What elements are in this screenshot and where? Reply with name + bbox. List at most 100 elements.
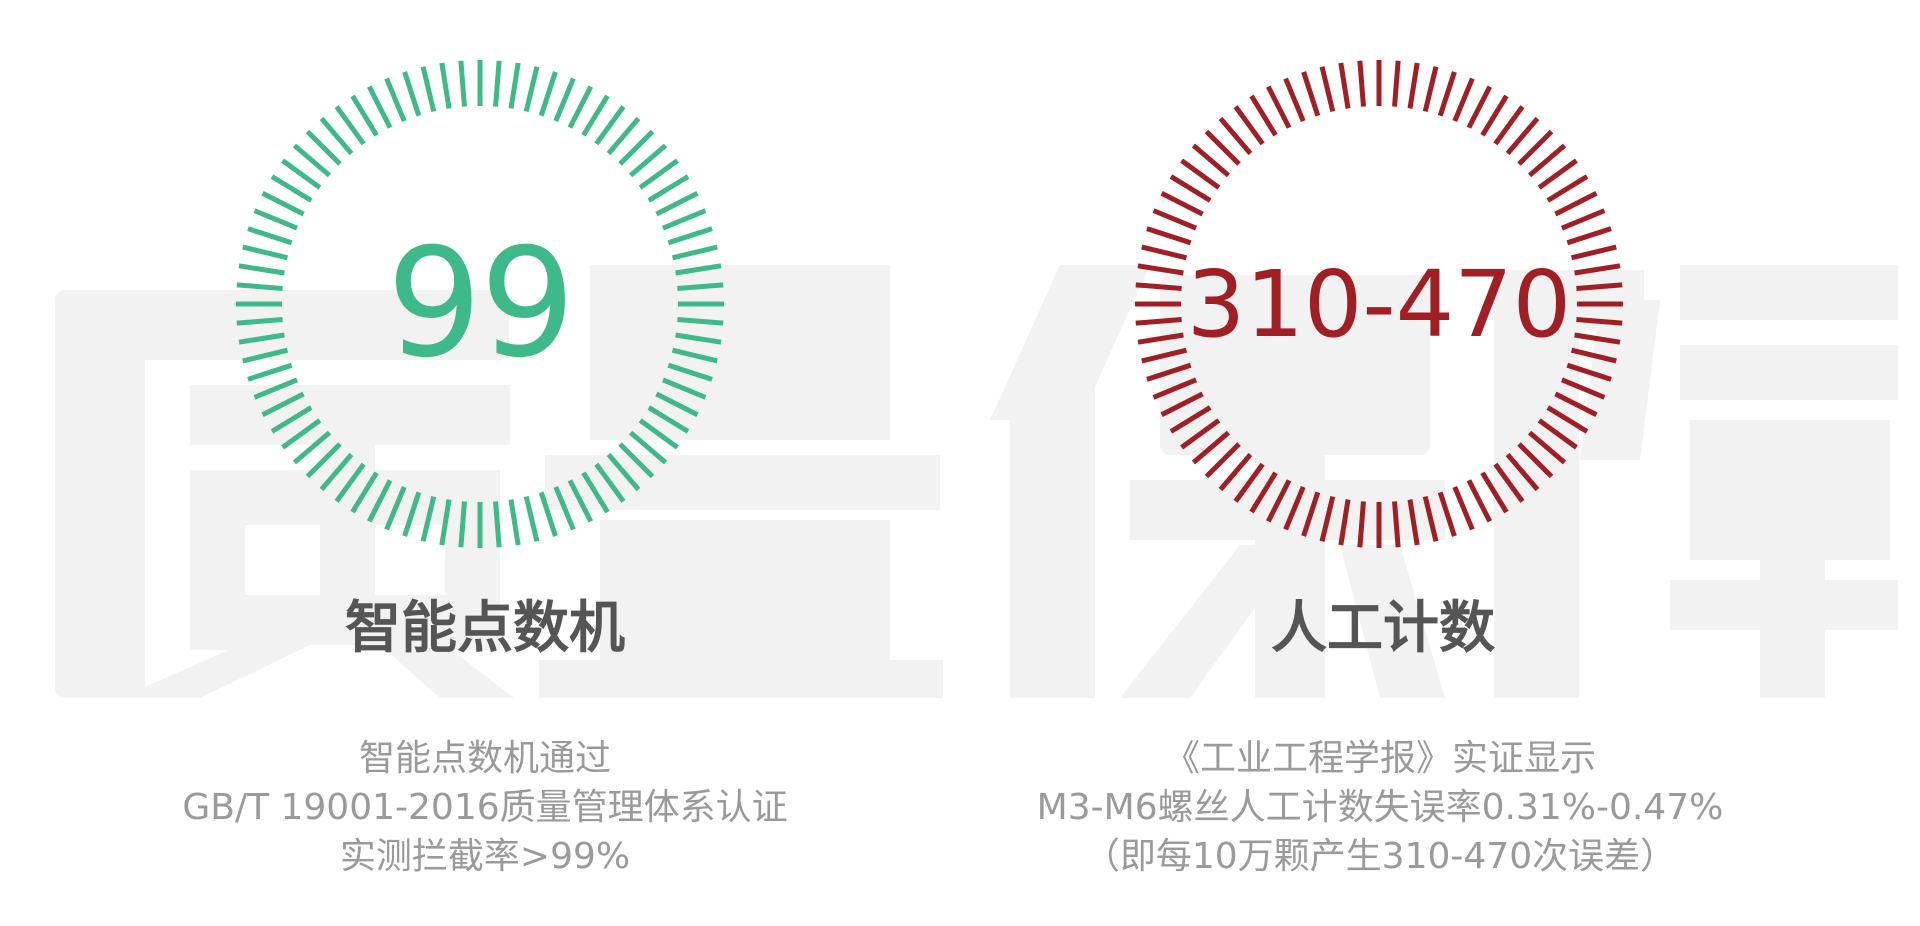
ring-tick [1466,479,1493,523]
ring-tick [1574,332,1621,345]
ring-tick [671,347,718,364]
ring-tick [366,85,393,129]
ring-tick [1160,190,1204,217]
ring-tick [238,332,285,345]
ring-tick [420,495,437,542]
ring-tick [661,208,707,231]
ring-tick [1437,491,1457,537]
ring-tick [523,495,540,542]
ring-tick [305,442,342,479]
watermark-glyph-3 [990,265,1445,698]
ring-tick [238,263,285,276]
ring-tick [1554,391,1598,418]
ring-tick [538,71,558,117]
ring-tick [1407,62,1420,109]
ring-tick [305,129,342,166]
ring-tick [1249,94,1278,137]
ring-tick [458,501,467,548]
ring-tick [1218,116,1253,156]
ring-tick [638,418,679,450]
ring-tick [1301,71,1321,117]
ring-tick [1319,66,1336,113]
ring-tick [281,158,322,190]
ring-tick [439,62,452,109]
ring-tick [420,66,437,113]
ring-tick [1283,77,1306,123]
ring-tick [1338,499,1351,546]
description-line: 实测拦截率>99% [339,836,631,877]
ring-tick [1566,362,1612,382]
ring-tick [319,116,354,156]
ring-tick [1537,158,1578,190]
ring-tick [1233,462,1265,503]
ring-tick [638,158,679,190]
ring-tick [350,94,379,137]
ring-tick [384,485,407,531]
ring-tick [1437,71,1457,117]
right-value: 310-470 [1186,250,1572,358]
ring-tick [281,418,322,450]
ring-tick [594,462,626,503]
ring-tick [1146,226,1192,246]
ring-tick [1392,501,1401,548]
ring-tick [384,77,407,123]
ring-tick [675,263,722,276]
ring-tick [1152,377,1198,400]
ring-tick [1560,377,1606,400]
ring-tick [1537,418,1578,450]
ring-tick [1338,62,1351,109]
ring-tick [1493,462,1525,503]
ring-tick [661,377,707,400]
ring-tick [1135,282,1182,291]
description-line: 《工业工程学报》实证显示 [1163,738,1596,779]
ring-tick [493,60,502,107]
ring-tick [1137,332,1184,345]
ring-tick [1480,471,1509,514]
ring-tick [594,105,626,146]
ring-tick [581,94,610,137]
ring-tick [667,226,713,246]
ring-tick [508,62,521,109]
ring-tick [334,462,366,503]
description-line: GB/T 19001-2016质量管理体系认证 [182,787,788,828]
ring-tick [1357,60,1366,107]
ring-tick [334,105,366,146]
ring-tick [618,442,655,479]
ring-tick [538,491,558,537]
ring-tick [1169,174,1212,203]
left-value: 99 [386,217,576,391]
ring-tick [677,282,724,291]
ring-tick [677,317,724,326]
ring-tick [253,377,299,400]
ring-tick [655,391,699,418]
ring-tick [1576,282,1623,291]
ring-tick [1204,442,1241,479]
ring-tick [242,347,289,364]
ring-tick [1554,190,1598,217]
ring-tick [1204,129,1241,166]
ring-tick [1466,85,1493,129]
ring-tick [1570,244,1617,261]
ring-tick [1357,501,1366,548]
ring-tick [1452,77,1475,123]
ring-tick [1218,452,1253,492]
ring-tick [236,282,283,291]
ring-tick [292,143,332,178]
ring-tick [1265,479,1292,523]
ring-tick [1169,405,1212,434]
ring-tick [1141,244,1188,261]
ring-tick [671,244,718,261]
ring-tick [553,77,576,123]
ring-tick [236,317,283,326]
ring-tick [1301,491,1321,537]
left-description: 智能点数机通过 GB/T 19001-2016质量管理体系认证 实测拦截率>99… [35,734,935,881]
ring-tick [1493,105,1525,146]
ring-tick [350,471,379,514]
tick-ring-graphic [236,60,724,548]
ring-tick [1152,208,1198,231]
right-description: 《工业工程学报》实证显示 M3-M6螺丝人工计数失误率0.31%-0.47% （… [930,734,1830,881]
description-line: 智能点数机通过 [358,738,611,779]
ring-tick [1233,105,1265,146]
ring-tick [1319,495,1336,542]
ring-tick [1137,263,1184,276]
